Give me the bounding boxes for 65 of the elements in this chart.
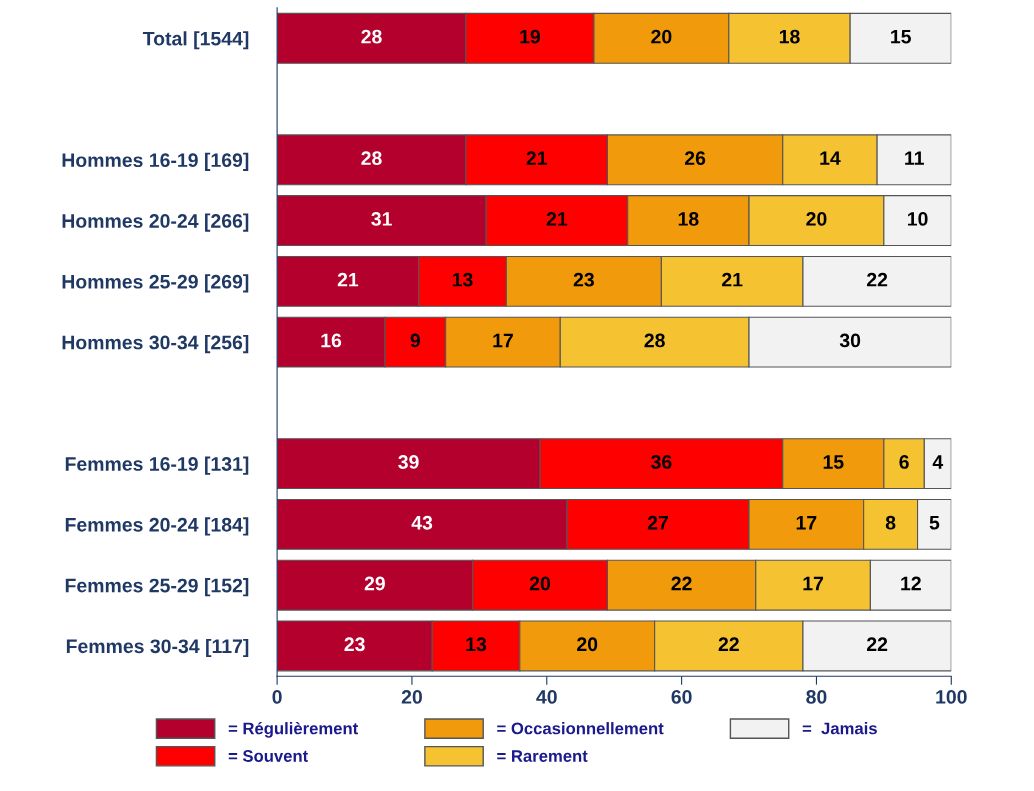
data-label: 22 [718,637,739,651]
x-tick-label: 100 [936,690,967,704]
data-label: 17 [803,576,824,591]
legend-label: = Rarement [497,750,588,762]
data-label: 10 [907,212,928,226]
data-label: 18 [678,212,699,226]
data-label: 28 [361,151,382,166]
data-label: 30 [839,333,861,348]
data-label: 22 [671,576,692,591]
data-label: 39 [398,455,419,469]
data-label: 22 [866,272,888,287]
data-label: 13 [452,272,473,287]
y-tick-label: Hommes 30-34 [256] [62,335,249,354]
y-tick-label: Femmes 20-24 [184] [65,517,249,536]
data-label: 20 [806,212,827,226]
x-tick-label: 80 [806,690,827,704]
data-label: 14 [820,151,841,165]
data-label: 43 [411,515,433,530]
data-label: 23 [344,637,365,652]
data-label: 21 [526,151,547,165]
data-label: 17 [796,516,817,530]
data-label: 19 [520,29,541,44]
x-tick-label: 20 [401,690,422,704]
data-label: 26 [684,151,706,166]
data-label: 5 [929,516,940,530]
y-tick-label: Total [1544] [142,31,249,50]
legend-label: = Jamais [802,722,877,735]
data-label: 28 [644,333,665,348]
data-label: 6 [899,455,909,469]
data-label: 16 [321,333,342,348]
x-tick-label: 40 [536,690,557,704]
data-label: 12 [901,576,921,591]
y-tick-label: Femmes 25-29 [152] [65,578,249,597]
data-label: 18 [779,29,800,44]
data-label: 9 [410,333,420,348]
data-label: 22 [866,637,888,651]
y-tick-label: Hommes 25-29 [269] [62,274,249,293]
legend-label: = Régulièrement [228,721,359,738]
y-tick-label: Femmes 16-19 [131] [65,456,249,475]
data-label: 8 [885,515,896,530]
data-label: 13 [466,637,487,652]
data-label: 31 [371,212,392,226]
x-tick-label: 60 [671,690,692,704]
x-tick-label: 0 [272,690,282,704]
data-label: 21 [722,272,743,287]
data-label: 29 [364,576,385,591]
data-label: 27 [647,515,668,530]
data-label: 36 [651,455,672,469]
data-label: 23 [573,272,594,287]
y-tick-label: Hommes 20-24 [266] [62,213,249,232]
data-label: 28 [361,29,382,44]
data-label: 20 [529,576,551,591]
data-label: 15 [823,455,844,469]
y-tick-label: Hommes 16-19 [169] [62,152,249,171]
data-label: 11 [905,151,924,165]
legend-label: = Occasionnellement [497,722,664,735]
legend-label: = Souvent [228,750,308,762]
data-label: 15 [891,29,911,44]
data-label: 21 [337,272,359,287]
data-label: 17 [493,333,513,348]
data-label: 21 [546,212,568,226]
y-tick-label: Femmes 30-34 [117] [66,638,249,657]
data-label: 4 [932,455,944,469]
data-label: 20 [577,637,598,652]
data-label: 20 [651,29,672,44]
